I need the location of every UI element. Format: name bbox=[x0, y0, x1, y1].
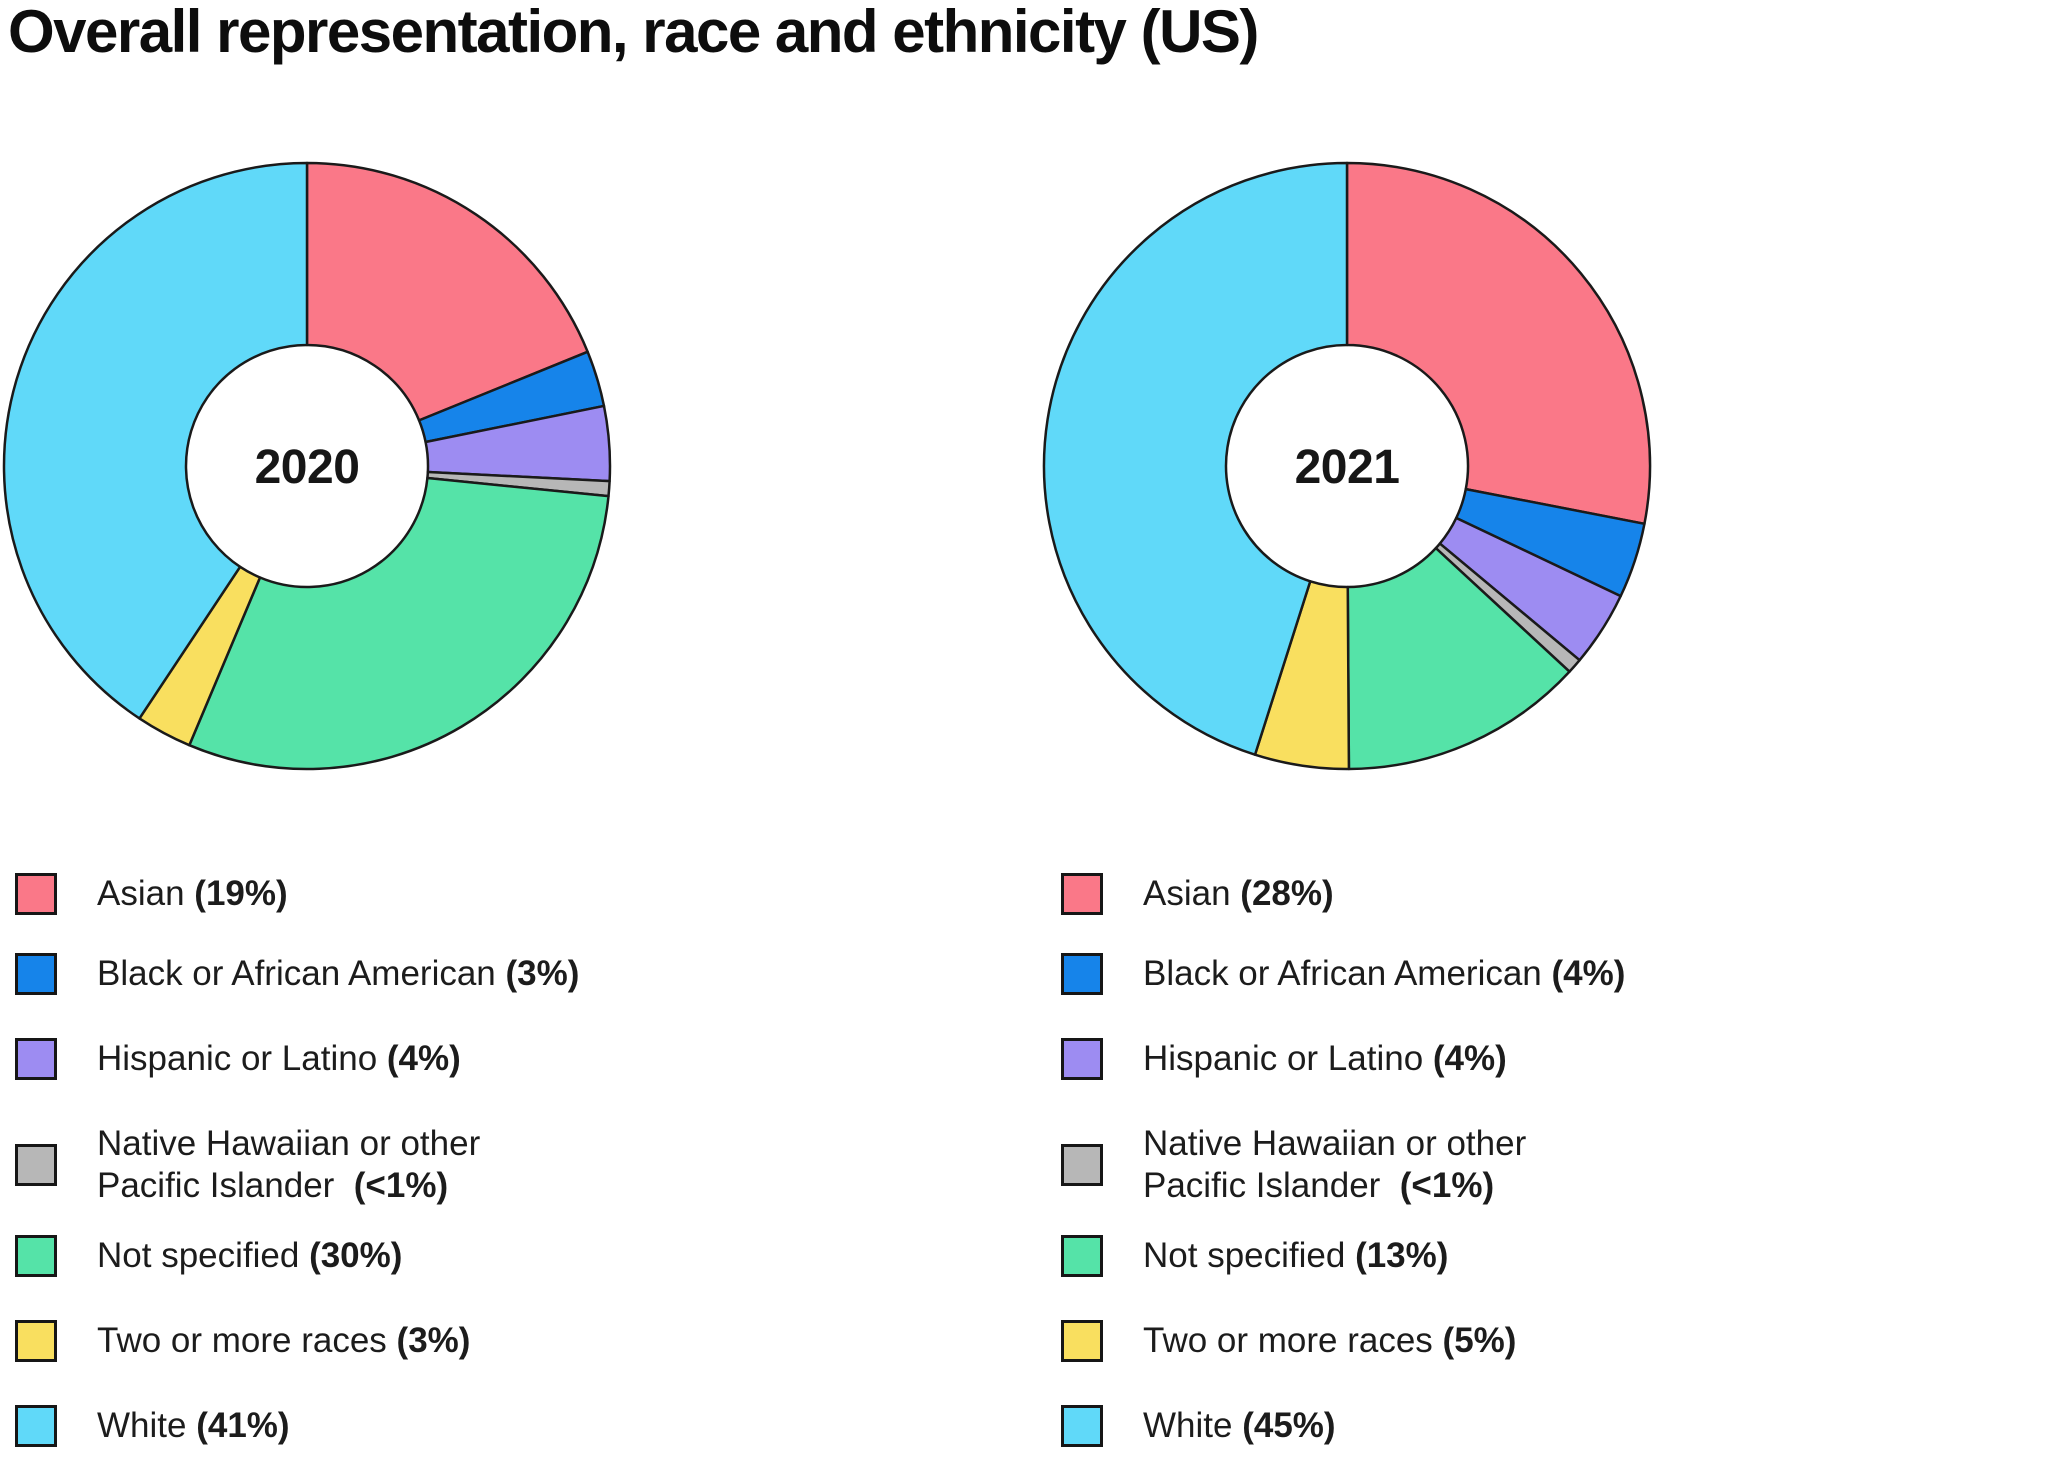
slice-asian bbox=[305, 161, 589, 422]
legend-label-hispanic-or-latino: Hispanic or Latino (4%) bbox=[97, 1039, 461, 1078]
legend-label-asian: Asian (28%) bbox=[1143, 874, 1334, 913]
legend-percent: (5%) bbox=[1442, 1321, 1517, 1360]
legend-label-native-hawaiian-pacific-islander: Native Hawaiian or other Pacific Islander… bbox=[97, 1124, 481, 1205]
legend-label-white: White (41%) bbox=[97, 1406, 290, 1445]
legend-swatch-asian bbox=[15, 873, 57, 915]
legend-percent: (30%) bbox=[309, 1236, 403, 1275]
legend-2021: Asian (28%) Black or African American (4%… bbox=[1061, 873, 1701, 1473]
legend-row-native-hawaiian-pacific-islander: Native Hawaiian or other Pacific Islander… bbox=[1061, 1123, 1526, 1207]
legend-label-black-or-african-american: Black or African American (4%) bbox=[1143, 954, 1626, 993]
legend-label-asian: Asian (19%) bbox=[97, 874, 288, 913]
legend-percent: (3%) bbox=[396, 1321, 471, 1360]
legend-row-white: White (45%) bbox=[1061, 1405, 1336, 1447]
legend-percent: (45%) bbox=[1242, 1406, 1336, 1445]
donut-chart-2021: 2021 bbox=[1037, 156, 1657, 776]
legend-row-native-hawaiian-pacific-islander: Native Hawaiian or other Pacific Islander… bbox=[15, 1123, 480, 1207]
legend-row-black-or-african-american: Black or African American (3%) bbox=[15, 953, 579, 995]
legend-row-white: White (41%) bbox=[15, 1405, 290, 1447]
legend-row-asian: Asian (19%) bbox=[15, 873, 288, 915]
legend-label-black-or-african-american: Black or African American (3%) bbox=[97, 954, 580, 993]
legend-percent: (<1%) bbox=[1399, 1166, 1495, 1205]
slice-asian bbox=[1345, 161, 1652, 526]
legend-swatch-two-or-more-races bbox=[15, 1320, 57, 1362]
legend-percent: (19%) bbox=[194, 874, 288, 913]
legend-swatch-native-hawaiian-pacific-islander bbox=[15, 1144, 57, 1186]
legend-percent: (28%) bbox=[1240, 874, 1334, 913]
legend-percent: (4%) bbox=[1551, 954, 1626, 993]
legend-swatch-black-or-african-american bbox=[15, 953, 57, 995]
legend-percent: (3%) bbox=[505, 954, 580, 993]
legend-swatch-white bbox=[15, 1405, 57, 1447]
legend-percent: (13%) bbox=[1355, 1236, 1449, 1275]
legend-label-two-or-more-races: Two or more races (3%) bbox=[97, 1321, 471, 1360]
slice-white bbox=[1042, 161, 1349, 756]
legend-percent: (<1%) bbox=[353, 1166, 449, 1205]
legend-swatch-not-specified bbox=[15, 1235, 57, 1277]
legend-swatch-hispanic-or-latino bbox=[1061, 1038, 1103, 1080]
legend-label-not-specified: Not specified (30%) bbox=[97, 1236, 403, 1275]
legend-swatch-native-hawaiian-pacific-islander bbox=[1061, 1144, 1103, 1186]
slice-white bbox=[2, 161, 309, 720]
legend-row-two-or-more-races: Two or more races (3%) bbox=[15, 1320, 470, 1362]
legend-row-black-or-african-american: Black or African American (4%) bbox=[1061, 953, 1625, 995]
donut-center-label: 2020 bbox=[255, 441, 360, 494]
legend-label-two-or-more-races: Two or more races (5%) bbox=[1143, 1321, 1517, 1360]
legend-percent: (4%) bbox=[1432, 1039, 1507, 1078]
legend-row-hispanic-or-latino: Hispanic or Latino (4%) bbox=[1061, 1038, 1507, 1080]
donut-chart-2020: 2020 bbox=[0, 156, 617, 776]
legend-label-native-hawaiian-pacific-islander: Native Hawaiian or other Pacific Islander… bbox=[1143, 1124, 1527, 1205]
legend-swatch-two-or-more-races bbox=[1061, 1320, 1103, 1362]
donut-center-label: 2021 bbox=[1295, 441, 1400, 494]
legend-label-white: White (45%) bbox=[1143, 1406, 1336, 1445]
donut-svg-2021: 2021 bbox=[1042, 161, 1652, 771]
legend-row-two-or-more-races: Two or more races (5%) bbox=[1061, 1320, 1516, 1362]
legend-swatch-asian bbox=[1061, 873, 1103, 915]
legend-2020: Asian (19%) Black or African American (3%… bbox=[15, 873, 655, 1473]
legend-row-asian: Asian (28%) bbox=[1061, 873, 1334, 915]
legend-swatch-white bbox=[1061, 1405, 1103, 1447]
slice-not-specified bbox=[188, 476, 610, 771]
legend-row-not-specified: Not specified (13%) bbox=[1061, 1235, 1448, 1277]
legend-swatch-black-or-african-american bbox=[1061, 953, 1103, 995]
donut-svg-2020: 2020 bbox=[2, 161, 612, 771]
page-title: Overall representation, race and ethnici… bbox=[8, 0, 1259, 65]
slice-not-specified bbox=[1346, 546, 1571, 771]
legend-percent: (41%) bbox=[196, 1406, 290, 1445]
legend-row-hispanic-or-latino: Hispanic or Latino (4%) bbox=[15, 1038, 461, 1080]
legend-swatch-not-specified bbox=[1061, 1235, 1103, 1277]
legend-percent: (4%) bbox=[386, 1039, 461, 1078]
legend-label-hispanic-or-latino: Hispanic or Latino (4%) bbox=[1143, 1039, 1507, 1078]
legend-row-not-specified: Not specified (30%) bbox=[15, 1235, 402, 1277]
legend-label-not-specified: Not specified (13%) bbox=[1143, 1236, 1449, 1275]
legend-swatch-hispanic-or-latino bbox=[15, 1038, 57, 1080]
